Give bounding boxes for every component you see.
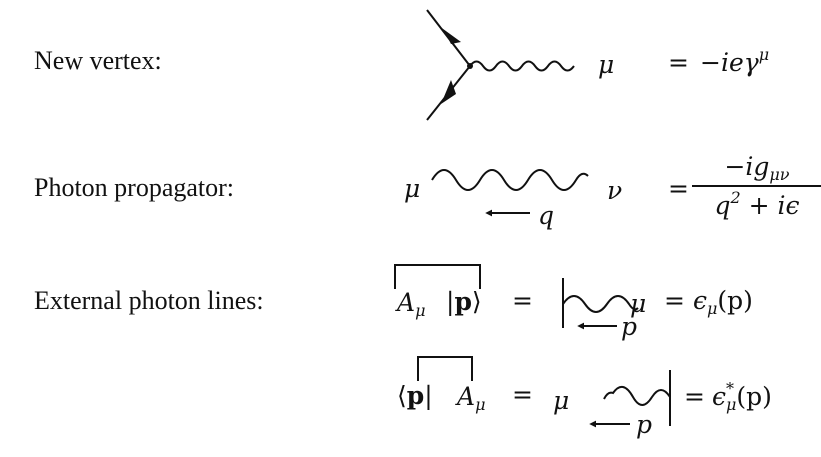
propagator-fraction: −igμν q2 + iϵ	[692, 152, 821, 220]
outgoing-index-mu: μ	[553, 386, 570, 415]
propagator-momentum-q: q	[538, 201, 555, 230]
photon-line-outgoing	[603, 386, 671, 406]
propagator-diagram	[431, 169, 589, 217]
outgoing-momentum-p: p	[636, 410, 653, 439]
photon-line-incoming	[562, 295, 639, 313]
propagator-numerator: −igμν	[724, 152, 790, 184]
outgoing-equals-2: =	[684, 382, 705, 411]
vertex-diagram	[426, 9, 575, 121]
propagator-denominator: q2 + iϵ	[714, 188, 800, 221]
vertex-equals: =	[668, 48, 689, 77]
vertex-index-mu: μ	[598, 50, 615, 79]
outgoing-field: Aμ	[457, 382, 486, 414]
vertex-label: New vertex:	[34, 46, 162, 75]
propagator-index-nu: ν	[607, 176, 623, 205]
external-lines-label: External photon lines:	[34, 286, 264, 315]
polarization-vector: ϵμ(p)	[693, 286, 753, 318]
incoming-index-mu: μ	[630, 289, 647, 318]
propagator-equals: =	[668, 174, 689, 203]
incoming-momentum-p: p	[621, 312, 638, 341]
photon-line-vertex	[469, 60, 575, 72]
incoming-photon-diagram	[562, 278, 639, 330]
contraction-bracket-out	[417, 356, 473, 381]
fermion-arrow-out	[439, 26, 461, 44]
outgoing-bra: ⟨p|	[397, 381, 433, 410]
incoming-ket: |p⟩	[446, 287, 482, 316]
fermion-arrow-in	[441, 80, 456, 104]
propagator-index-mu: μ	[404, 174, 421, 203]
incoming-equals-2: =	[664, 286, 685, 315]
photon-line-propagator	[431, 169, 589, 191]
incoming-field: Aμ	[397, 288, 426, 320]
fraction-bar	[692, 185, 821, 187]
outgoing-equals: =	[512, 380, 533, 409]
vertex-rule: −ieγμ	[700, 45, 770, 77]
propagator-label: Photon propagator:	[34, 173, 235, 202]
contraction-bracket-in	[394, 264, 481, 289]
polarization-vector-conjugate: ϵ*μ(p)	[712, 379, 772, 414]
outgoing-photon-diagram	[589, 370, 671, 428]
incoming-equals: =	[512, 286, 533, 315]
